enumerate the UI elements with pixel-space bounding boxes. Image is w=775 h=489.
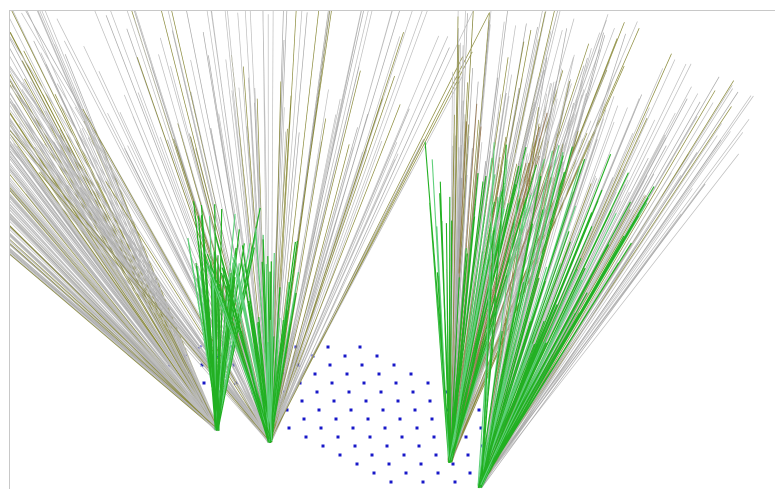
grid-dot xyxy=(412,391,415,394)
grid-dot xyxy=(416,427,419,430)
grid-dot xyxy=(352,427,355,430)
grid-dot xyxy=(418,445,421,448)
grid-dot xyxy=(359,346,362,349)
grid-dot xyxy=(386,445,389,448)
grid-dot xyxy=(437,472,440,475)
grid-dot xyxy=(390,481,393,484)
grid-dot xyxy=(320,427,323,430)
gray-ray xyxy=(271,11,362,442)
grid-dot xyxy=(337,436,340,439)
gray-ray xyxy=(269,172,411,440)
grid-dot xyxy=(348,391,351,394)
grid-dot xyxy=(420,463,423,466)
grid-dot xyxy=(333,400,336,403)
grid-dot xyxy=(346,373,349,376)
grid-dot xyxy=(478,409,481,412)
grid-dot xyxy=(369,436,372,439)
grid-dot xyxy=(454,481,457,484)
grid-dot xyxy=(354,445,357,448)
grid-dot xyxy=(435,454,438,457)
grid-dot xyxy=(393,364,396,367)
grid-dot xyxy=(314,373,317,376)
gray-ray xyxy=(21,99,217,427)
gray-ray xyxy=(271,142,397,440)
gray-ray xyxy=(17,146,215,427)
grid-dot xyxy=(303,418,306,421)
grid-dot xyxy=(433,436,436,439)
grid-dot xyxy=(318,409,321,412)
grid-dot xyxy=(339,454,342,457)
grid-dot xyxy=(431,418,434,421)
grid-dot xyxy=(403,454,406,457)
grid-dot xyxy=(405,472,408,475)
grid-dot xyxy=(427,382,430,385)
gray-ray xyxy=(269,139,423,439)
render-viewport xyxy=(9,10,775,489)
grid-dot xyxy=(401,436,404,439)
grid-dot xyxy=(301,400,304,403)
grid-dot xyxy=(322,445,325,448)
grid-dot xyxy=(388,463,391,466)
gray-ray-layer xyxy=(10,11,753,488)
grid-dot xyxy=(395,382,398,385)
grid-dot xyxy=(344,355,347,358)
grid-dot xyxy=(422,481,425,484)
grid-dot xyxy=(414,409,417,412)
grid-dot xyxy=(380,391,383,394)
grid-dot xyxy=(316,391,319,394)
grid-dot xyxy=(361,364,364,367)
grid-dot xyxy=(331,382,334,385)
grid-dot xyxy=(410,373,413,376)
grid-dot xyxy=(373,472,376,475)
grid-dot xyxy=(429,400,432,403)
grid-dot xyxy=(203,382,206,385)
grid-dot xyxy=(365,400,368,403)
grid-dot xyxy=(288,427,291,430)
grid-dot xyxy=(378,373,381,376)
grid-dot xyxy=(397,400,400,403)
gray-ray xyxy=(272,11,394,442)
grid-dot xyxy=(356,463,359,466)
grid-dot xyxy=(305,436,308,439)
grid-dot xyxy=(335,418,338,421)
grid-dot xyxy=(399,418,402,421)
grid-dot xyxy=(371,454,374,457)
grid-dot xyxy=(367,418,370,421)
grid-dot xyxy=(469,472,472,475)
grid-dot xyxy=(363,382,366,385)
grid-dot xyxy=(376,355,379,358)
grid-dot xyxy=(350,409,353,412)
grid-dot xyxy=(384,427,387,430)
grid-dot xyxy=(329,364,332,367)
ray-fan-scene xyxy=(10,11,775,489)
grid-dot xyxy=(382,409,385,412)
grid-dot xyxy=(327,346,330,349)
grid-dot xyxy=(465,436,468,439)
grid-dot xyxy=(467,454,470,457)
